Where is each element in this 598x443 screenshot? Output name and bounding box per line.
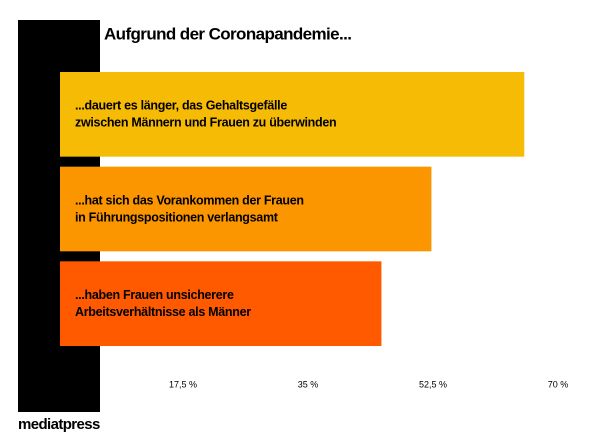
x-tick-label: 35 % [298, 379, 319, 389]
bar-label: Arbeitsverhältnisse als Männer [75, 305, 251, 319]
bar [60, 166, 432, 252]
bar [60, 261, 382, 346]
bar-label: in Führungspositionen verlangsamt [75, 210, 279, 224]
x-tick-label: 52,5 % [419, 379, 447, 389]
x-tick-label: 17,5 % [169, 379, 197, 389]
logo: mediatpress [18, 416, 100, 433]
bar-label: ...haben Frauen unsicherere [75, 288, 234, 302]
bar-label: ...hat sich das Vorankommen der Frauen [75, 193, 304, 207]
bar-label: zwischen Männern und Frauen zu überwinde… [75, 116, 336, 130]
bar-label: ...dauert es länger, das Gehaltsgefälle [75, 99, 287, 113]
chart-title: Aufgrund der Coronapandemie... [104, 24, 351, 43]
x-tick-label: 70 % [548, 379, 569, 389]
bar [60, 72, 525, 157]
